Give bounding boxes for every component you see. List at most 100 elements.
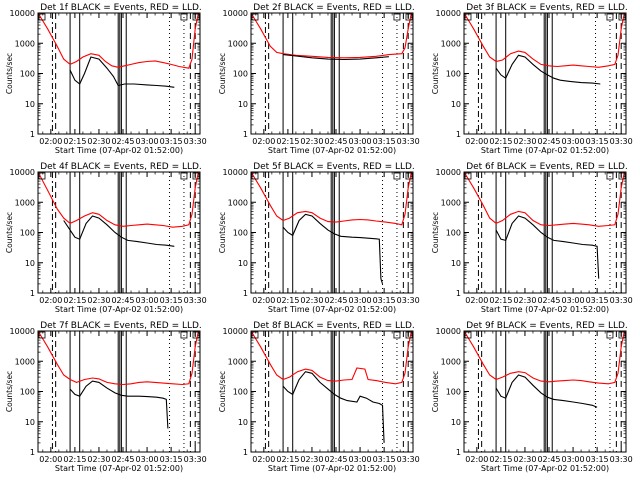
x-axis-label: Start Time (07-Apr-02 01:52:00) <box>55 464 183 473</box>
y-tick-label: 10000 <box>10 168 35 177</box>
y-tick-label: 1 <box>243 130 248 139</box>
series-lld-line <box>251 13 412 59</box>
x-tick-label: 02:45 <box>537 296 560 305</box>
x-tick-label: 03:00 <box>136 296 159 305</box>
x-tick-label: 02:15 <box>63 137 86 146</box>
x-tick-label: 02:30 <box>87 455 110 464</box>
x-tick-label: 02:45 <box>111 455 134 464</box>
x-tick-label: 03:00 <box>562 455 585 464</box>
flag-marker <box>393 13 401 21</box>
y-tick-label: 1 <box>456 448 461 457</box>
x-tick-label: 03:00 <box>136 455 159 464</box>
panel-title: Det 8f BLACK = Events, RED = LLD. <box>253 321 415 331</box>
series-events-line <box>69 56 175 88</box>
y-tick-label: 100 <box>20 70 35 79</box>
x-tick-label: 02:00 <box>39 296 62 305</box>
flag-marker <box>618 13 626 21</box>
panel-title: Det 2f BLACK = Events, RED = LLD. <box>253 3 415 13</box>
flag-marker <box>38 172 46 180</box>
plot-frame <box>463 12 627 135</box>
panel-det-4: Det 4f BLACK = Events, RED = LLD. 1 10 100 1… <box>5 162 207 314</box>
flag-marker <box>618 331 626 339</box>
flag-marker <box>405 172 413 180</box>
plot-frame <box>250 330 414 453</box>
x-tick-label: 02:30 <box>300 296 323 305</box>
x-tick-label: 02:30 <box>513 137 536 146</box>
x-tick-label: 03:30 <box>184 296 207 305</box>
y-axis-label: Counts/sec <box>431 212 440 253</box>
y-axis-label: Counts/sec <box>218 371 227 412</box>
x-tick-label: 03:15 <box>373 137 396 146</box>
y-tick-label: 1 <box>30 130 35 139</box>
x-axis-label: Start Time (07-Apr-02 01:52:00) <box>55 146 183 155</box>
y-tick-label: 100 <box>20 388 35 397</box>
y-axis-label: Counts/sec <box>5 371 14 412</box>
x-tick-label: 02:45 <box>111 296 134 305</box>
flag-marker <box>606 331 614 339</box>
flag-marker <box>192 331 200 339</box>
flag-marker <box>251 172 259 180</box>
x-tick-label: 03:00 <box>349 455 372 464</box>
y-tick-label: 10000 <box>436 168 461 177</box>
y-tick-label: 10000 <box>10 9 35 18</box>
x-tick-label: 02:30 <box>300 455 323 464</box>
plot-frame <box>37 330 201 453</box>
x-axis-label: Start Time (07-Apr-02 01:52:00) <box>55 305 183 314</box>
x-tick-label: 03:30 <box>397 296 420 305</box>
x-tick-label: 02:00 <box>465 455 488 464</box>
x-tick-label: 02:00 <box>465 137 488 146</box>
x-tick-label: 02:30 <box>513 455 536 464</box>
y-tick-label: 1000 <box>228 357 248 366</box>
flag-marker <box>464 331 472 339</box>
flag-marker <box>251 331 259 339</box>
flag-marker <box>606 13 614 21</box>
y-tick-label: 1000 <box>441 39 461 48</box>
x-tick-label: 02:30 <box>300 137 323 146</box>
x-tick-label: 02:45 <box>324 296 347 305</box>
x-tick-label: 03:30 <box>184 137 207 146</box>
x-tick-label: 02:00 <box>465 296 488 305</box>
panel-det-9: Det 9f BLACK = Events, RED = LLD. 1 10 100 1… <box>431 321 633 473</box>
x-tick-label: 03:15 <box>160 137 183 146</box>
flag-marker <box>464 172 472 180</box>
y-axis-label: Counts/sec <box>218 53 227 94</box>
series-lld-line <box>251 331 412 385</box>
x-axis-label: Start Time (07-Apr-02 01:52:00) <box>268 464 396 473</box>
y-axis-label: Counts/sec <box>5 212 14 253</box>
y-tick-label: 10 <box>238 100 248 109</box>
x-tick-label: 03:15 <box>586 137 609 146</box>
plot-frame <box>37 12 201 135</box>
x-tick-label: 03:00 <box>349 296 372 305</box>
x-tick-label: 02:00 <box>252 296 275 305</box>
y-tick-label: 10000 <box>10 327 35 336</box>
x-axis-label: Start Time (07-Apr-02 01:52:00) <box>481 305 609 314</box>
panel-det-8: Det 8f BLACK = Events, RED = LLD. 1 10 100 1… <box>218 321 420 473</box>
series-lld-line <box>38 172 199 228</box>
plot-frame <box>463 330 627 453</box>
flag-marker <box>464 13 472 21</box>
x-tick-label: 02:45 <box>537 137 560 146</box>
x-tick-label: 03:15 <box>373 296 396 305</box>
y-axis-label: Counts/sec <box>431 371 440 412</box>
series-lld-line <box>38 13 199 69</box>
panel-det-6: Det 6f BLACK = Events, RED = LLD. 1 10 100 1… <box>431 162 633 314</box>
panel-det-3: Det 3f BLACK = Events, RED = LLD. 1 10 100 1… <box>431 3 633 155</box>
y-tick-label: 1000 <box>15 198 35 207</box>
y-tick-label: 1000 <box>15 357 35 366</box>
y-tick-label: 10 <box>451 259 461 268</box>
series-events-line <box>283 54 389 61</box>
series-events-line <box>495 54 601 85</box>
y-tick-label: 1 <box>243 448 248 457</box>
panel-det-2: Det 2f BLACK = Events, RED = LLD. 1 10 100 1… <box>218 3 420 155</box>
x-tick-label: 03:15 <box>586 296 609 305</box>
x-tick-label: 03:30 <box>610 137 633 146</box>
x-axis-label: Start Time (07-Apr-02 01:52:00) <box>268 305 396 314</box>
panel-title: Det 5f BLACK = Events, RED = LLD. <box>253 162 415 172</box>
y-tick-label: 1 <box>456 130 461 139</box>
x-tick-label: 02:00 <box>252 455 275 464</box>
x-tick-label: 02:45 <box>324 137 347 146</box>
x-tick-label: 03:30 <box>397 137 420 146</box>
x-tick-label: 03:30 <box>184 455 207 464</box>
x-tick-label: 02:15 <box>276 296 299 305</box>
